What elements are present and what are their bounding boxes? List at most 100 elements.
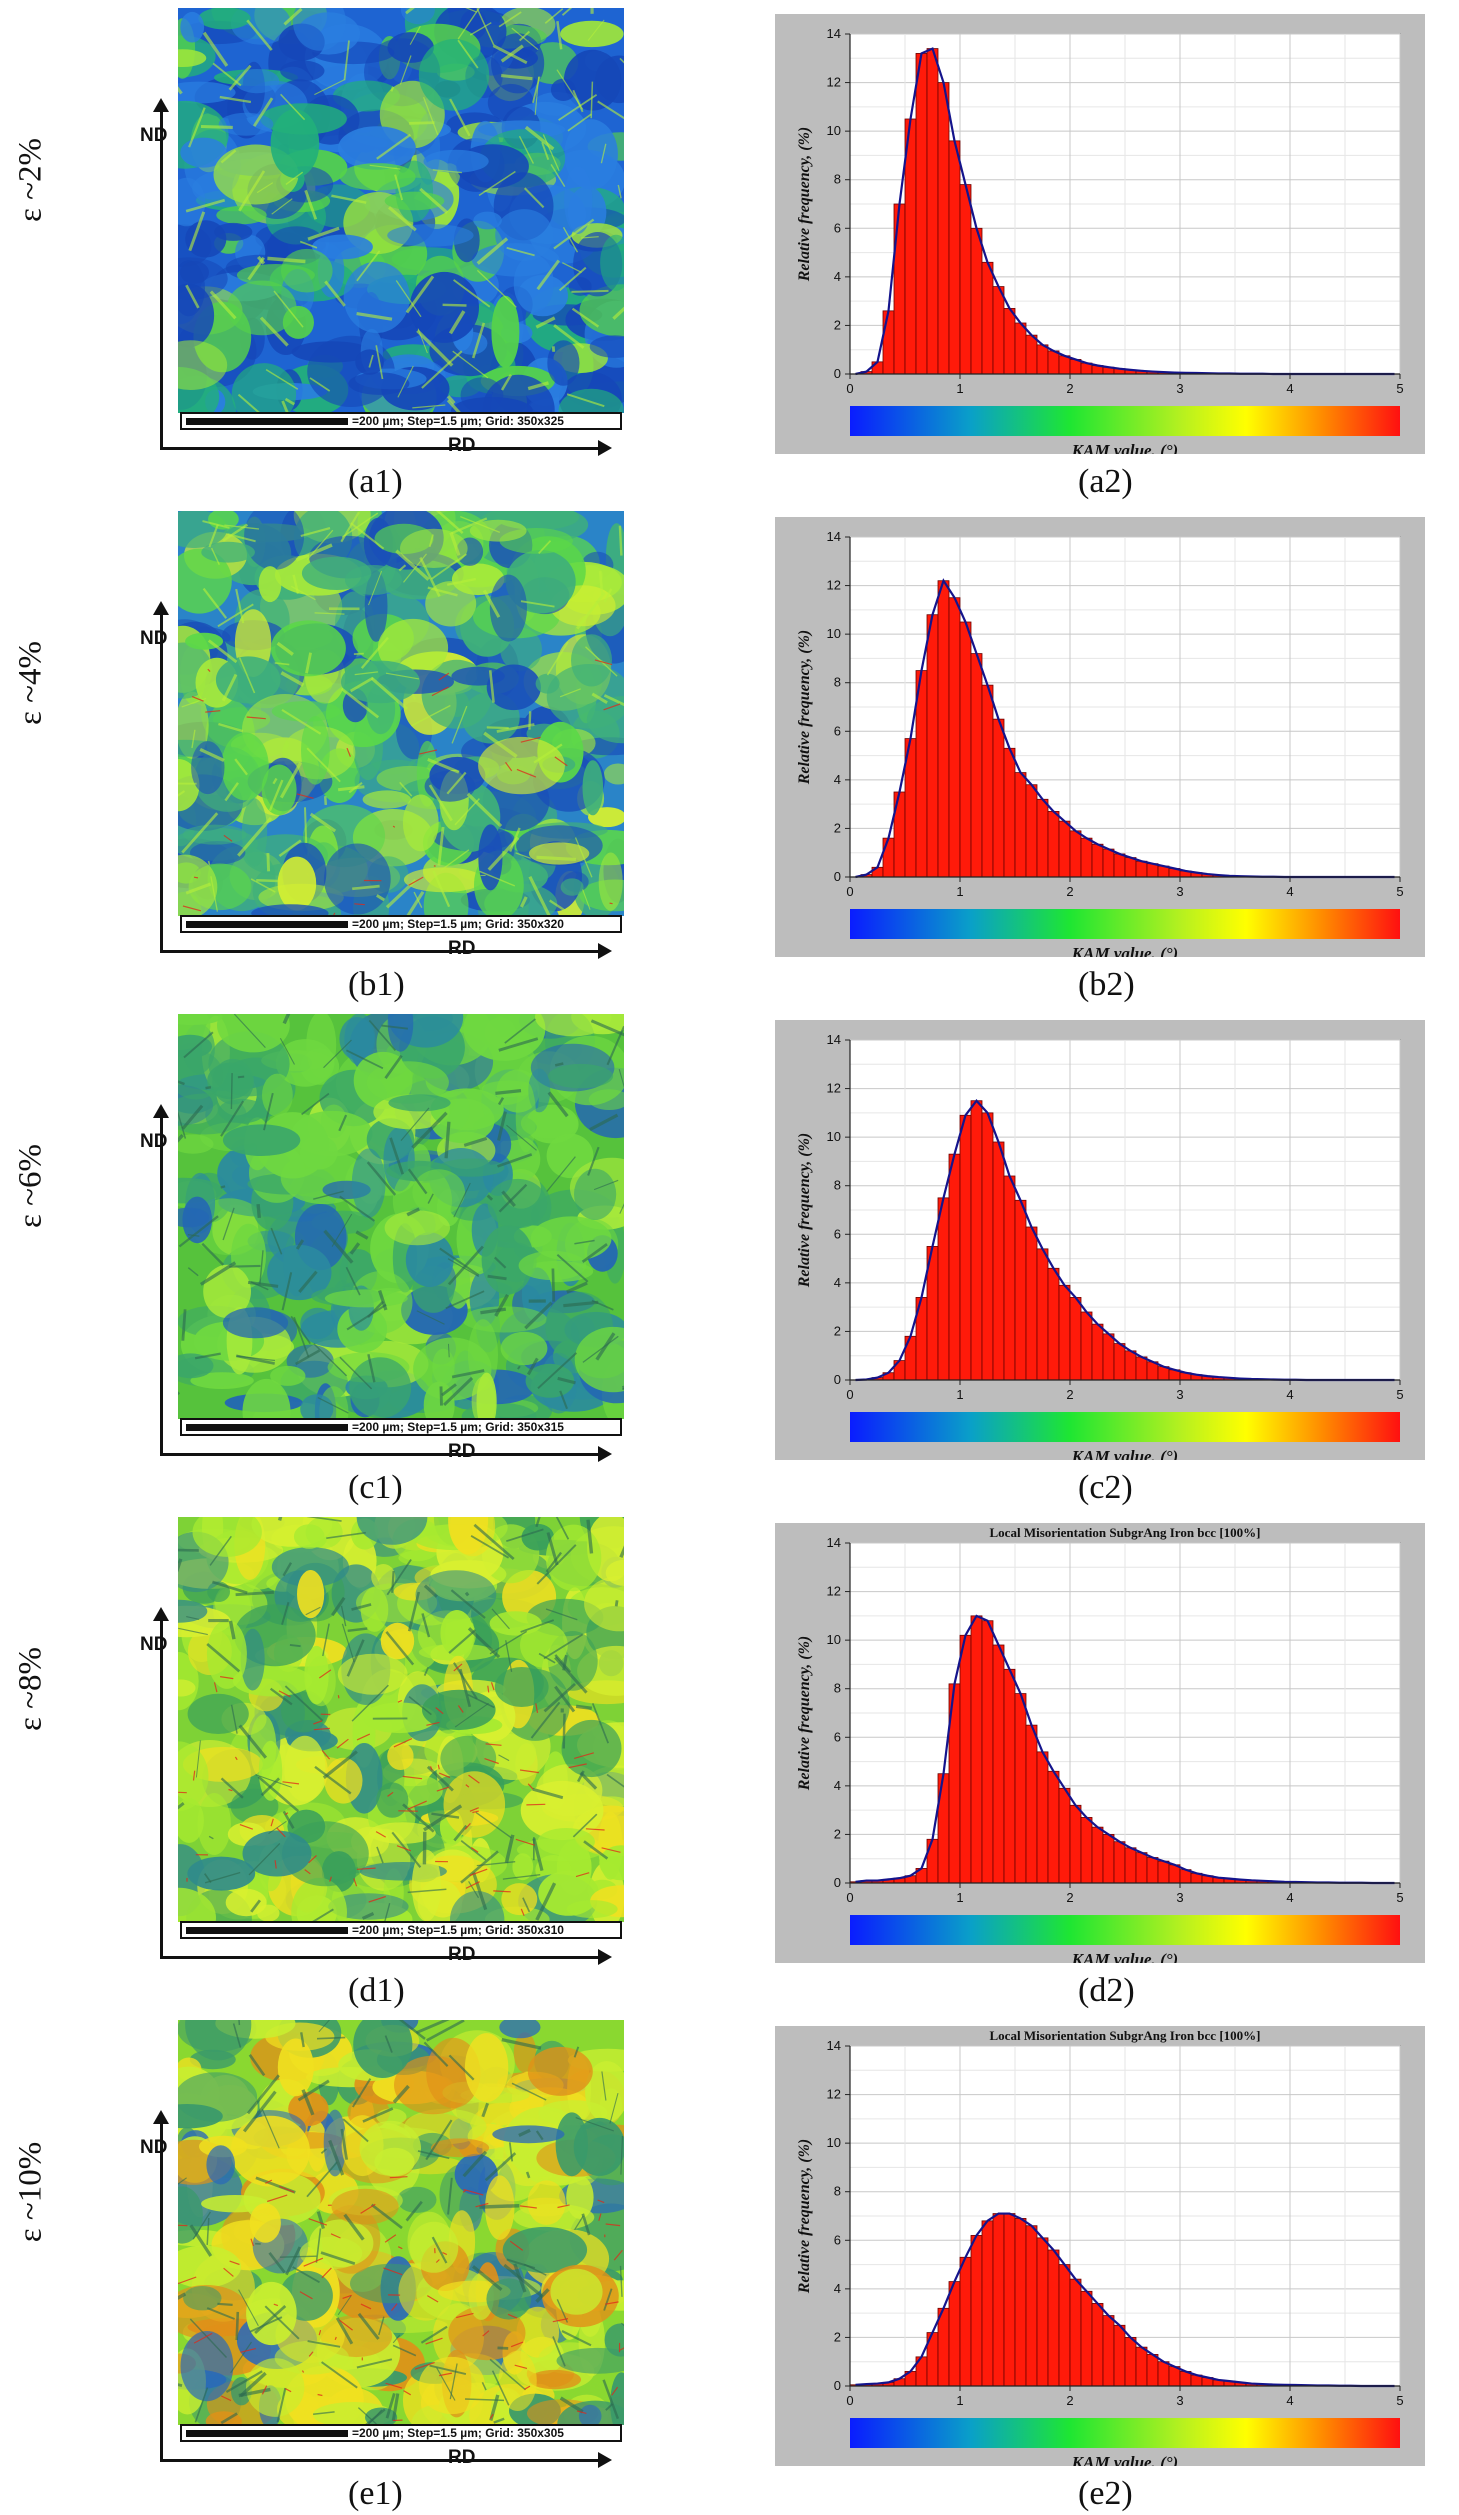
histogram-bar	[1037, 2238, 1048, 2386]
scale-bar: =200 µm; Step=1.5 µm; Grid: 350x325	[180, 412, 622, 430]
nd-axis-arrow	[160, 613, 163, 953]
x-axis-label: KAM value, (°)	[1071, 944, 1178, 957]
nd-label: ND	[140, 1634, 167, 1656]
kam-map	[178, 1014, 624, 1419]
histogram-bar	[927, 615, 938, 877]
y-tick-label: 6	[834, 220, 841, 235]
y-tick-label: 10	[827, 2135, 841, 2150]
histogram-bar	[1059, 2265, 1070, 2386]
y-tick-label: 14	[827, 26, 841, 41]
histogram-bar	[971, 1101, 982, 1380]
histogram-bar	[1026, 335, 1037, 374]
y-tick-label: 12	[827, 578, 841, 593]
rd-label: RD	[448, 2447, 475, 2469]
nd-axis-arrow	[160, 1619, 163, 1959]
x-tick-label: 2	[1066, 884, 1073, 899]
y-tick-label: 2	[834, 2329, 841, 2344]
scale-bar: =200 µm; Step=1.5 µm; Grid: 350x315	[180, 1418, 622, 1436]
histogram-bar	[1092, 1324, 1103, 1380]
histogram-bar	[1147, 2354, 1158, 2386]
y-tick-label: 6	[834, 723, 841, 738]
scale-bar-text: =200 µm; Step=1.5 µm; Grid: 350x305	[352, 2426, 564, 2441]
histogram-bar	[982, 1113, 993, 1380]
histogram-bar	[1081, 1817, 1092, 1883]
x-tick-label: 4	[1286, 884, 1293, 899]
histogram-bar	[927, 1839, 938, 1883]
x-tick-label: 2	[1066, 2393, 1073, 2408]
rd-label: RD	[448, 435, 475, 457]
histogram-bar	[927, 49, 938, 374]
histogram-bar	[982, 2221, 993, 2386]
scale-bar-line	[186, 1424, 348, 1431]
chart-caption: (b2)	[1078, 966, 1135, 1004]
histogram-bar	[1125, 1848, 1136, 1883]
scale-bar: =200 µm; Step=1.5 µm; Grid: 350x310	[180, 1921, 622, 1939]
histogram-bar	[1059, 356, 1070, 374]
y-tick-label: 6	[834, 1729, 841, 1744]
x-tick-label: 3	[1176, 884, 1183, 899]
histogram-bar	[949, 141, 960, 374]
histogram-bar	[938, 83, 949, 374]
y-axis-label: Relative frequency, (%)	[796, 1636, 813, 1791]
histogram-bar	[1037, 345, 1048, 374]
rd-axis-arrow	[160, 950, 600, 953]
strain-text: ε ~6%	[13, 1144, 50, 1228]
x-axis-label: KAM value, (°)	[1071, 1950, 1178, 1963]
histogram-bar	[1048, 811, 1059, 877]
chart-caption: (e2)	[1078, 2475, 1133, 2513]
histogram-bar	[993, 287, 1004, 374]
histogram-bar	[1026, 2226, 1037, 2386]
histogram-bar	[1048, 2250, 1059, 2386]
nd-axis-arrow	[160, 1116, 163, 1456]
histogram-bar	[1081, 1312, 1092, 1380]
histogram-bar	[960, 622, 971, 877]
y-tick-label: 0	[834, 1372, 841, 1387]
histogram-bar	[1103, 1834, 1114, 1883]
rd-label: RD	[448, 1944, 475, 1966]
y-tick-label: 6	[834, 2232, 841, 2247]
histogram-bar	[1037, 799, 1048, 877]
histogram-bar	[938, 1198, 949, 1380]
y-tick-label: 8	[834, 2184, 841, 2199]
histogram-bar	[982, 1621, 993, 1883]
x-tick-label: 5	[1396, 381, 1403, 396]
y-tick-label: 0	[834, 1875, 841, 1890]
chart-title: Local Misorientation SubgrAng Iron bcc […	[990, 1525, 1261, 1540]
histogram-bar	[938, 2308, 949, 2386]
histogram-bar	[993, 719, 1004, 877]
map-caption: (d1)	[348, 1972, 405, 2010]
histogram-bar	[1026, 1227, 1037, 1380]
x-axis-label: KAM value, (°)	[1071, 1447, 1178, 1460]
histogram-bar	[1092, 844, 1103, 877]
x-tick-label: 4	[1286, 1890, 1293, 1905]
y-tick-label: 14	[827, 1032, 841, 1047]
rd-axis-arrow	[160, 1956, 600, 1959]
rd-label: RD	[448, 938, 475, 960]
histogram-bar	[1147, 1858, 1158, 1884]
histogram-bar	[971, 2235, 982, 2386]
y-tick-label: 14	[827, 2038, 841, 2053]
histogram-bar	[960, 185, 971, 374]
histogram-bar	[1015, 2218, 1026, 2386]
kam-map	[178, 2020, 624, 2425]
histogram-bar	[1004, 1176, 1015, 1380]
x-axis-label: KAM value, (°)	[1071, 441, 1178, 454]
kam-color-scale	[850, 406, 1400, 436]
y-axis-label: Relative frequency, (%)	[796, 127, 813, 282]
scale-bar-text: =200 µm; Step=1.5 µm; Grid: 350x310	[352, 1923, 564, 1938]
strain-text: ε ~8%	[13, 1647, 50, 1731]
y-axis-label: Relative frequency, (%)	[796, 2139, 813, 2294]
histogram-bar	[949, 1154, 960, 1380]
y-tick-label: 14	[827, 529, 841, 544]
histogram-bar	[982, 262, 993, 374]
histogram-bar	[1037, 1249, 1048, 1380]
y-tick-label: 12	[827, 75, 841, 90]
map-caption: (e1)	[348, 2475, 403, 2513]
histogram-bar	[916, 671, 927, 877]
map-caption: (c1)	[348, 1469, 403, 1507]
scale-bar-text: =200 µm; Step=1.5 µm; Grid: 350x320	[352, 917, 564, 932]
histogram-bar	[1070, 1297, 1081, 1380]
histogram-bar	[960, 1635, 971, 1883]
